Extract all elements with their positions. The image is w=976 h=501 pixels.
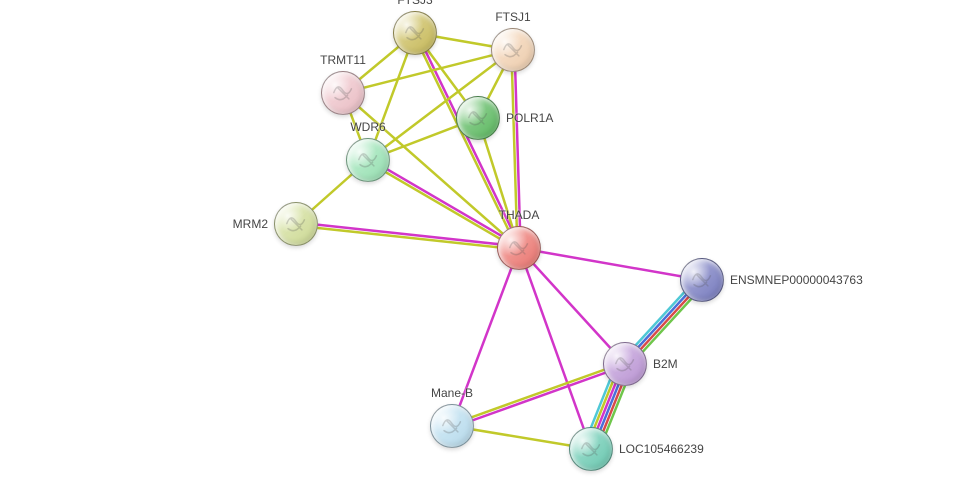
- node-label: TRMT11: [320, 53, 366, 67]
- node-circle[interactable]: [680, 258, 724, 302]
- structure-thumbnail-icon: [506, 235, 531, 260]
- node-circle[interactable]: [491, 28, 535, 72]
- protein-node-maneb[interactable]: Mane-B: [430, 404, 474, 448]
- node-label: LOC105466239: [619, 442, 704, 456]
- protein-node-polr1a[interactable]: POLR1A: [456, 96, 500, 140]
- protein-node-ftsj3[interactable]: FTSJ3: [393, 11, 437, 55]
- node-circle[interactable]: [346, 138, 390, 182]
- node-circle[interactable]: [274, 202, 318, 246]
- protein-node-wdr6[interactable]: WDR6: [346, 138, 390, 182]
- node-label: ENSMNEP00000043763: [730, 273, 863, 287]
- node-label: B2M: [653, 357, 678, 371]
- structure-thumbnail-icon: [355, 147, 380, 172]
- node-label: POLR1A: [506, 111, 553, 125]
- structure-thumbnail-icon: [402, 20, 427, 45]
- node-label: THADA: [499, 208, 540, 222]
- node-circle[interactable]: [569, 427, 613, 471]
- structure-thumbnail-icon: [689, 267, 714, 292]
- node-circle[interactable]: [393, 11, 437, 55]
- node-label: MRM2: [233, 217, 268, 231]
- structure-thumbnail-icon: [330, 80, 355, 105]
- structure-thumbnail-icon: [439, 413, 464, 438]
- protein-node-loc[interactable]: LOC105466239: [569, 427, 613, 471]
- node-circle[interactable]: [321, 71, 365, 115]
- structure-thumbnail-icon: [500, 37, 525, 62]
- protein-node-b2m[interactable]: B2M: [603, 342, 647, 386]
- protein-node-ftsj1[interactable]: FTSJ1: [491, 28, 535, 72]
- node-label: FTSJ3: [397, 0, 432, 7]
- node-circle[interactable]: [497, 226, 541, 270]
- node-circle[interactable]: [430, 404, 474, 448]
- protein-node-mrm2[interactable]: MRM2: [274, 202, 318, 246]
- protein-node-trmt11[interactable]: TRMT11: [321, 71, 365, 115]
- node-label: Mane-B: [431, 386, 473, 400]
- network-edges: [0, 0, 976, 501]
- structure-thumbnail-icon: [612, 351, 637, 376]
- node-label: FTSJ1: [495, 10, 530, 24]
- structure-thumbnail-icon: [578, 436, 603, 461]
- protein-node-ensmnep[interactable]: ENSMNEP00000043763: [680, 258, 724, 302]
- structure-thumbnail-icon: [465, 105, 490, 130]
- node-label: WDR6: [350, 120, 385, 134]
- protein-network-diagram: FTSJ3 FTSJ1 TRMT11 POLR1A WDR6 MRM2 THADA ENSMN…: [0, 0, 976, 501]
- node-circle[interactable]: [603, 342, 647, 386]
- node-circle[interactable]: [456, 96, 500, 140]
- structure-thumbnail-icon: [283, 211, 308, 236]
- protein-node-thada[interactable]: THADA: [497, 226, 541, 270]
